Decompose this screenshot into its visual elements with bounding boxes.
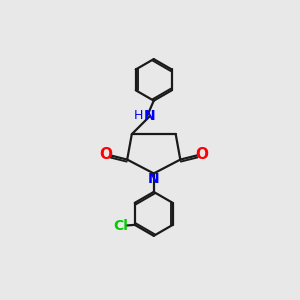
Text: O: O <box>99 147 112 162</box>
Text: Cl: Cl <box>113 219 128 233</box>
Text: N: N <box>148 172 160 185</box>
Text: H: H <box>134 109 143 122</box>
Text: N: N <box>143 109 155 123</box>
Text: O: O <box>196 147 208 162</box>
